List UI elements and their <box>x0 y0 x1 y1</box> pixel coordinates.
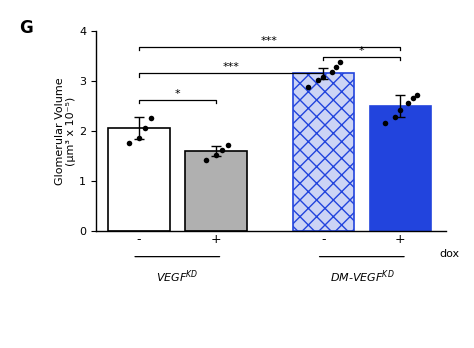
Bar <box>185 151 246 231</box>
Point <box>336 59 344 65</box>
Text: VEGF$^{KD}$: VEGF$^{KD}$ <box>156 269 199 285</box>
Y-axis label: Glomerular Volume
(μm³ x 10⁻⁵): Glomerular Volume (μm³ x 10⁻⁵) <box>55 77 76 185</box>
Text: ***: *** <box>223 63 239 72</box>
Text: *: * <box>359 46 365 56</box>
Point <box>409 96 416 101</box>
Point <box>332 64 339 70</box>
Point <box>392 114 399 120</box>
Text: *: * <box>174 89 180 99</box>
Point <box>135 136 143 141</box>
Point <box>405 101 412 106</box>
Text: DM-VEGF$^{KD}$: DM-VEGF$^{KD}$ <box>329 269 394 285</box>
Point <box>218 147 226 153</box>
Point <box>125 141 132 146</box>
Bar <box>108 128 170 231</box>
Bar <box>292 73 354 231</box>
Point <box>413 92 420 98</box>
Text: dox: dox <box>439 249 459 259</box>
Point <box>224 142 232 148</box>
Point <box>314 77 322 83</box>
Point <box>328 69 336 75</box>
Point <box>396 107 404 113</box>
Point <box>304 84 312 90</box>
Bar <box>370 106 431 231</box>
Text: ***: *** <box>261 35 278 46</box>
Point <box>319 74 327 80</box>
Point <box>202 157 210 163</box>
Point <box>141 126 149 131</box>
Point <box>212 152 219 158</box>
Point <box>381 121 389 126</box>
Point <box>147 116 155 121</box>
Text: G: G <box>18 19 32 37</box>
